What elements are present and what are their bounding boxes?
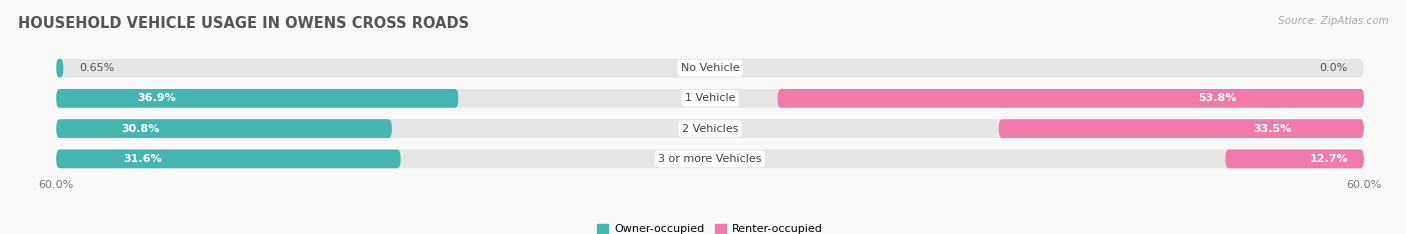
FancyBboxPatch shape <box>56 89 1364 108</box>
FancyBboxPatch shape <box>56 59 63 77</box>
Text: 0.0%: 0.0% <box>1319 63 1347 73</box>
Text: 53.8%: 53.8% <box>1198 93 1236 103</box>
Legend: Owner-occupied, Renter-occupied: Owner-occupied, Renter-occupied <box>598 224 823 234</box>
FancyBboxPatch shape <box>778 89 1364 108</box>
FancyBboxPatch shape <box>56 119 392 138</box>
FancyBboxPatch shape <box>56 59 1364 77</box>
Text: No Vehicle: No Vehicle <box>681 63 740 73</box>
Text: Source: ZipAtlas.com: Source: ZipAtlas.com <box>1278 16 1389 26</box>
FancyBboxPatch shape <box>56 119 1364 138</box>
Text: 2 Vehicles: 2 Vehicles <box>682 124 738 134</box>
FancyBboxPatch shape <box>56 150 401 168</box>
Text: 0.65%: 0.65% <box>80 63 115 73</box>
FancyBboxPatch shape <box>56 89 458 108</box>
Text: 1 Vehicle: 1 Vehicle <box>685 93 735 103</box>
FancyBboxPatch shape <box>1226 150 1364 168</box>
FancyBboxPatch shape <box>56 150 1364 168</box>
Text: 12.7%: 12.7% <box>1310 154 1348 164</box>
FancyBboxPatch shape <box>998 119 1364 138</box>
Text: 36.9%: 36.9% <box>138 93 176 103</box>
Text: 31.6%: 31.6% <box>122 154 162 164</box>
Text: 33.5%: 33.5% <box>1253 124 1292 134</box>
Text: 3 or more Vehicles: 3 or more Vehicles <box>658 154 762 164</box>
Text: HOUSEHOLD VEHICLE USAGE IN OWENS CROSS ROADS: HOUSEHOLD VEHICLE USAGE IN OWENS CROSS R… <box>18 16 470 31</box>
Text: 30.8%: 30.8% <box>121 124 159 134</box>
